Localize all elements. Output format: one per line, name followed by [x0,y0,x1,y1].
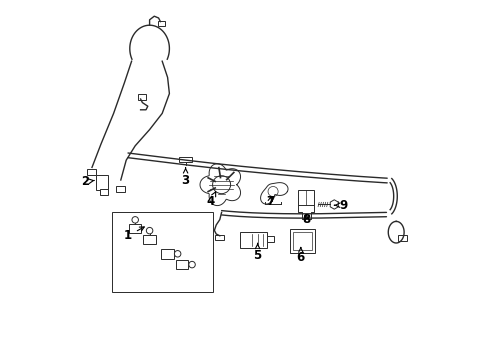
Text: 6: 6 [296,248,305,264]
Circle shape [268,186,278,197]
Bar [268,236,274,242]
Bar [112,212,213,292]
Bar [290,229,315,253]
Text: 2: 2 [81,175,95,188]
Bar [138,94,146,100]
Bar [157,21,166,26]
Circle shape [213,176,231,194]
Bar [176,260,188,269]
Bar [293,232,312,250]
Bar [87,169,96,175]
Text: 1: 1 [124,227,144,242]
Bar [398,235,407,241]
Bar [129,224,141,234]
Text: 7: 7 [266,195,274,208]
Bar [144,235,156,244]
Bar [240,232,268,248]
Text: 3: 3 [181,168,190,186]
Circle shape [147,228,153,234]
Bar [179,157,192,162]
Bar [100,189,108,195]
Bar [97,175,108,190]
Circle shape [189,261,196,268]
Text: 4: 4 [207,192,216,208]
Circle shape [174,251,181,257]
Bar [215,235,224,240]
Bar [298,190,314,205]
Text: 8: 8 [302,213,310,226]
Bar [161,249,174,258]
Text: 5: 5 [253,243,262,262]
Bar [116,186,125,192]
Text: 9: 9 [334,199,348,212]
Circle shape [132,217,139,223]
